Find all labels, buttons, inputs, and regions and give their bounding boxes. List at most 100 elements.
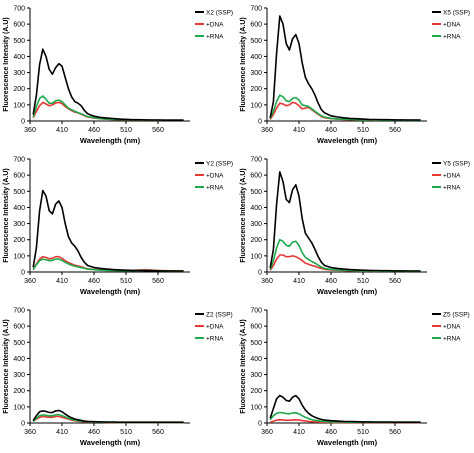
y-tick-label: 200 bbox=[13, 388, 25, 395]
y-tick-label: 300 bbox=[13, 372, 25, 379]
y-tick-label: 400 bbox=[250, 54, 262, 61]
y-tick-label: 200 bbox=[250, 86, 262, 93]
chart-panel-6: 0 100 200 300 400 500 600 700 360 410 460 510 560 Wav… bbox=[240, 308, 470, 448]
x-tick-label: 460 bbox=[325, 278, 337, 285]
legend-entry: Z2 (SSP) bbox=[206, 312, 233, 319]
chart-panel-4: 0 100 200 300 400 500 600 700 360 410 460 510 560 Wav… bbox=[240, 157, 470, 297]
y-tick-label: 100 bbox=[13, 102, 25, 109]
x-tick-label: 360 bbox=[261, 429, 273, 436]
x-tick-label: 560 bbox=[389, 278, 401, 285]
chart-panel-1: 0 100 200 300 400 500 600 700 360 410 460 510 560 Wav… bbox=[3, 6, 233, 146]
y-axis-label: Fluorescence Intensity (A.U) bbox=[3, 168, 10, 263]
x-axis-label: Wavelength (nm) bbox=[317, 438, 378, 447]
legend-entry: Y2 (SSP) bbox=[206, 161, 233, 168]
x-tick-label: 410 bbox=[56, 127, 68, 134]
y-tick-label: 0 bbox=[258, 421, 262, 428]
legend-entry: +DNA bbox=[443, 22, 461, 29]
x-tick-label: 360 bbox=[24, 127, 36, 134]
y-tick-label: 700 bbox=[250, 308, 262, 315]
legend-entry: +DNA bbox=[206, 173, 224, 180]
y-tick-label: 600 bbox=[250, 324, 262, 331]
x-tick-label: 360 bbox=[24, 278, 36, 285]
x-tick-label: 460 bbox=[88, 429, 100, 436]
x-tick-label: 510 bbox=[120, 278, 132, 285]
y-tick-label: 300 bbox=[250, 221, 262, 228]
y-axis-label: Fluorescence Intensity (A.U) bbox=[240, 17, 247, 112]
x-axis-label: Wavelength (nm) bbox=[80, 136, 141, 145]
x-tick-label: 510 bbox=[357, 127, 369, 134]
x-tick-label: 410 bbox=[293, 429, 305, 436]
x-tick-label: 560 bbox=[152, 127, 164, 134]
y-tick-label: 0 bbox=[21, 270, 25, 277]
x-tick-label: 510 bbox=[120, 429, 132, 436]
chart-panel-3: 0 100 200 300 400 500 600 700 360 410 460 510 560 Wav… bbox=[3, 157, 233, 297]
series-line-3 bbox=[269, 94, 421, 121]
y-tick-label: 100 bbox=[250, 404, 262, 411]
legend-entry: +RNA bbox=[443, 336, 461, 343]
y-tick-label: 300 bbox=[250, 372, 262, 379]
y-tick-label: 600 bbox=[13, 22, 25, 29]
x-tick-label: 560 bbox=[389, 429, 401, 436]
y-tick-label: 0 bbox=[258, 119, 262, 126]
y-tick-label: 700 bbox=[13, 308, 25, 315]
x-tick-label: 410 bbox=[293, 127, 305, 134]
legend-entry: +DNA bbox=[443, 324, 461, 331]
x-tick-label: 360 bbox=[24, 429, 36, 436]
y-tick-label: 0 bbox=[21, 421, 25, 428]
x-tick-label: 360 bbox=[261, 127, 273, 134]
x-tick-label: 510 bbox=[120, 127, 132, 134]
y-axis-label: Fluorescence Intensity (A.U) bbox=[3, 17, 10, 112]
y-tick-label: 700 bbox=[250, 6, 262, 13]
x-tick-label: 460 bbox=[88, 278, 100, 285]
y-tick-label: 200 bbox=[250, 237, 262, 244]
x-tick-label: 360 bbox=[261, 278, 273, 285]
legend-entry: +RNA bbox=[206, 336, 224, 343]
y-tick-label: 600 bbox=[13, 173, 25, 180]
y-tick-label: 500 bbox=[13, 38, 25, 45]
series-line-1 bbox=[269, 171, 421, 272]
x-tick-label: 410 bbox=[293, 278, 305, 285]
legend-entry: +DNA bbox=[443, 173, 461, 180]
y-tick-label: 400 bbox=[13, 356, 25, 363]
y-axis-label: Fluorescence Intensity (A.U) bbox=[240, 319, 247, 414]
y-tick-label: 300 bbox=[250, 70, 262, 77]
y-tick-label: 500 bbox=[250, 38, 262, 45]
legend-entry: +RNA bbox=[443, 185, 461, 192]
legend-entry: +DNA bbox=[206, 22, 224, 29]
x-tick-label: 410 bbox=[56, 278, 68, 285]
y-tick-label: 400 bbox=[250, 205, 262, 212]
x-tick-label: 460 bbox=[88, 127, 100, 134]
chart-panel-5: 0 100 200 300 400 500 600 700 360 410 460 510 560 Wav… bbox=[3, 308, 233, 448]
legend-entry: +RNA bbox=[206, 185, 224, 192]
legend-entry: Y5 (SSP) bbox=[443, 161, 470, 168]
x-tick-label: 460 bbox=[325, 429, 337, 436]
y-axis-label: Fluorescence Intensity (A.U) bbox=[240, 168, 247, 263]
x-tick-label: 560 bbox=[389, 127, 401, 134]
y-tick-label: 100 bbox=[250, 253, 262, 260]
y-tick-label: 700 bbox=[250, 157, 262, 164]
legend-entry: X5 (SSP) bbox=[443, 10, 470, 17]
y-tick-label: 200 bbox=[250, 388, 262, 395]
x-tick-label: 560 bbox=[152, 278, 164, 285]
y-tick-label: 700 bbox=[13, 6, 25, 13]
y-tick-label: 600 bbox=[13, 324, 25, 331]
legend-entry: Z5 (SSP) bbox=[443, 312, 470, 319]
x-tick-label: 560 bbox=[152, 429, 164, 436]
series-line-1 bbox=[32, 409, 184, 423]
x-tick-label: 410 bbox=[56, 429, 68, 436]
series-line-1 bbox=[269, 394, 421, 423]
series-line-3 bbox=[32, 95, 184, 121]
x-axis-label: Wavelength (nm) bbox=[317, 287, 378, 296]
x-tick-label: 510 bbox=[357, 278, 369, 285]
y-tick-label: 100 bbox=[13, 404, 25, 411]
y-tick-label: 400 bbox=[13, 54, 25, 61]
x-axis-label: Wavelength (nm) bbox=[317, 136, 378, 145]
legend-entry: X2 (SSP) bbox=[206, 10, 233, 17]
legend-entry: +RNA bbox=[206, 34, 224, 41]
y-tick-label: 0 bbox=[258, 270, 262, 277]
x-tick-label: 460 bbox=[325, 127, 337, 134]
y-tick-label: 500 bbox=[250, 340, 262, 347]
y-tick-label: 500 bbox=[13, 340, 25, 347]
x-tick-label: 510 bbox=[357, 429, 369, 436]
